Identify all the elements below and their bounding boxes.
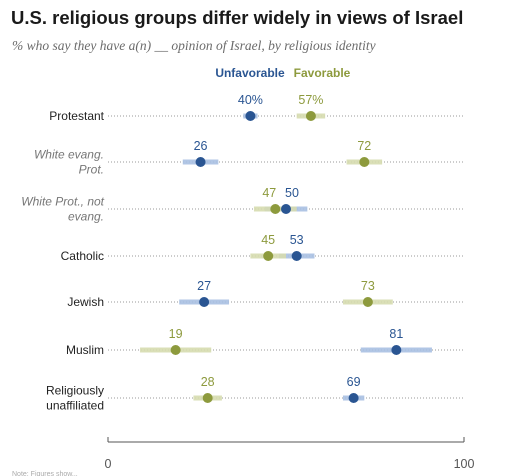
unfavorable-dot (281, 204, 291, 214)
category-label: unaffiliated (46, 399, 104, 413)
chart-title: U.S. religious groups differ widely in v… (11, 7, 464, 28)
unfavorable-dot (245, 111, 256, 121)
favorable-dot (362, 297, 373, 307)
favorable-value-label: 19 (169, 327, 183, 341)
favorable-value-label: 57% (298, 93, 323, 107)
unfavorable-dot (199, 297, 210, 307)
category-label: Muslim (66, 343, 104, 357)
favorable-value-label: 28 (201, 375, 215, 389)
category-label: White evang. (34, 148, 104, 162)
unfavorable-value-label: 53 (290, 233, 304, 247)
unfavorable-dot (348, 393, 359, 403)
category-label: Jewish (67, 295, 104, 309)
category-label: Protestant (49, 109, 104, 123)
favorable-value-label: 47 (262, 186, 276, 200)
category-label: White Prot., not (21, 195, 104, 209)
favorable-dot (305, 111, 316, 121)
unfavorable-dot (391, 345, 402, 355)
category-label: Catholic (61, 249, 104, 263)
favorable-dot (270, 204, 281, 214)
chart-note: Note: Figures show... (12, 471, 78, 476)
legend-unfavorable: Unfavorable (215, 66, 285, 80)
unfavorable-value-label: 26 (194, 139, 208, 153)
category-label: Religiously (46, 384, 104, 398)
unfavorable-value-label: 40% (238, 93, 263, 107)
favorable-dot (202, 393, 213, 403)
favorable-dot (263, 251, 274, 261)
x-tick-label: 100 (454, 457, 475, 471)
unfavorable-value-label: 81 (389, 327, 403, 341)
unfavorable-dot (195, 157, 206, 167)
favorable-dot (359, 157, 370, 167)
unfavorable-value-label: 69 (347, 375, 361, 389)
chart-subtitle: % who say they have a(n) __ opinion of I… (12, 38, 376, 53)
unfavorable-value-label: 27 (197, 279, 211, 293)
unfavorable-dot (291, 251, 302, 261)
favorable-value-label: 72 (357, 139, 371, 153)
category-label: evang. (68, 210, 104, 224)
favorable-dot (170, 345, 181, 355)
x-tick-label: 0 (105, 457, 112, 471)
favorable-value-label: 73 (361, 279, 375, 293)
category-label: Prot. (79, 163, 104, 177)
favorable-value-label: 45 (261, 233, 275, 247)
legend-favorable: Favorable (294, 66, 351, 80)
unfavorable-value-label: 50 (285, 186, 299, 200)
